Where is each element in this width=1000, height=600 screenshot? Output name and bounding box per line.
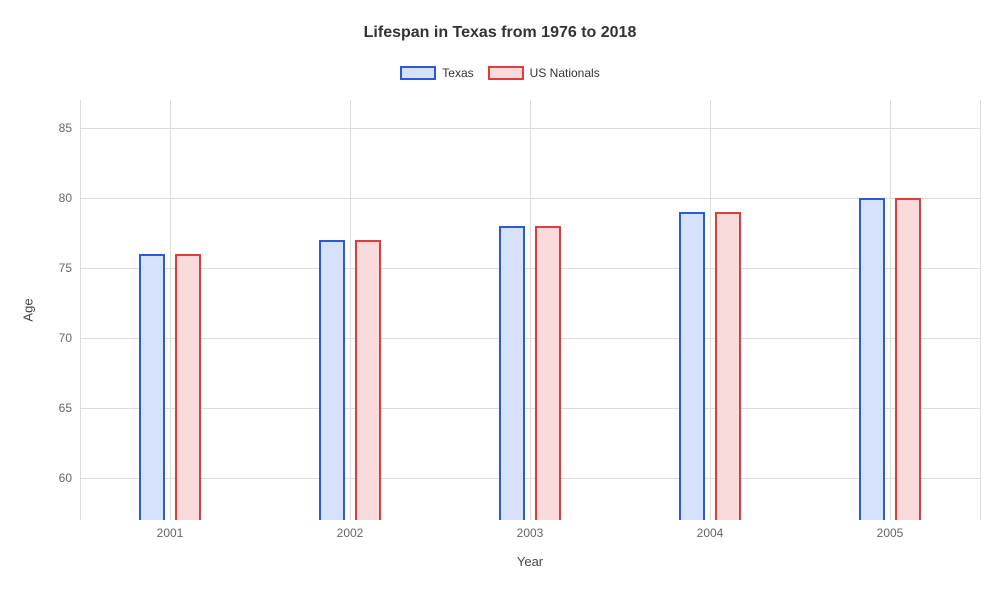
legend-item-us: US Nationals: [488, 66, 600, 80]
y-tick: 60: [0, 471, 72, 485]
y-tick: 65: [0, 401, 72, 415]
bar-texas: [859, 198, 885, 520]
bar-us-nationals: [175, 254, 201, 520]
plot-area: [80, 100, 980, 520]
x-axis-label: Year: [517, 554, 543, 569]
x-tick: 2003: [517, 526, 544, 540]
x-tick: 2005: [877, 526, 904, 540]
x-tick: 2002: [337, 526, 364, 540]
legend-label-texas: Texas: [442, 66, 473, 80]
bar-texas: [139, 254, 165, 520]
bar-us-nationals: [355, 240, 381, 520]
bar-texas: [499, 226, 525, 520]
bar-texas: [679, 212, 705, 520]
y-tick: 75: [0, 261, 72, 275]
chart-title: Lifespan in Texas from 1976 to 2018: [0, 24, 1000, 42]
bar-us-nationals: [895, 198, 921, 520]
legend-label-us: US Nationals: [530, 66, 600, 80]
y-tick: 70: [0, 331, 72, 345]
y-tick: 80: [0, 191, 72, 205]
v-gridline: [890, 100, 891, 520]
bar-us-nationals: [535, 226, 561, 520]
v-gridline: [980, 100, 981, 520]
bar-us-nationals: [715, 212, 741, 520]
chart-legend: Texas US Nationals: [0, 66, 1000, 80]
x-tick: 2004: [697, 526, 724, 540]
legend-swatch-us: [488, 66, 524, 80]
legend-item-texas: Texas: [400, 66, 473, 80]
bar-texas: [319, 240, 345, 520]
v-gridline: [530, 100, 531, 520]
v-gridline: [710, 100, 711, 520]
lifespan-chart: Lifespan in Texas from 1976 to 2018 Texa…: [0, 0, 1000, 600]
legend-swatch-texas: [400, 66, 436, 80]
x-tick: 2001: [157, 526, 184, 540]
y-tick: 85: [0, 121, 72, 135]
y-axis-label: Age: [21, 298, 36, 321]
v-gridline: [170, 100, 171, 520]
v-gridline: [350, 100, 351, 520]
v-gridline: [80, 100, 81, 520]
